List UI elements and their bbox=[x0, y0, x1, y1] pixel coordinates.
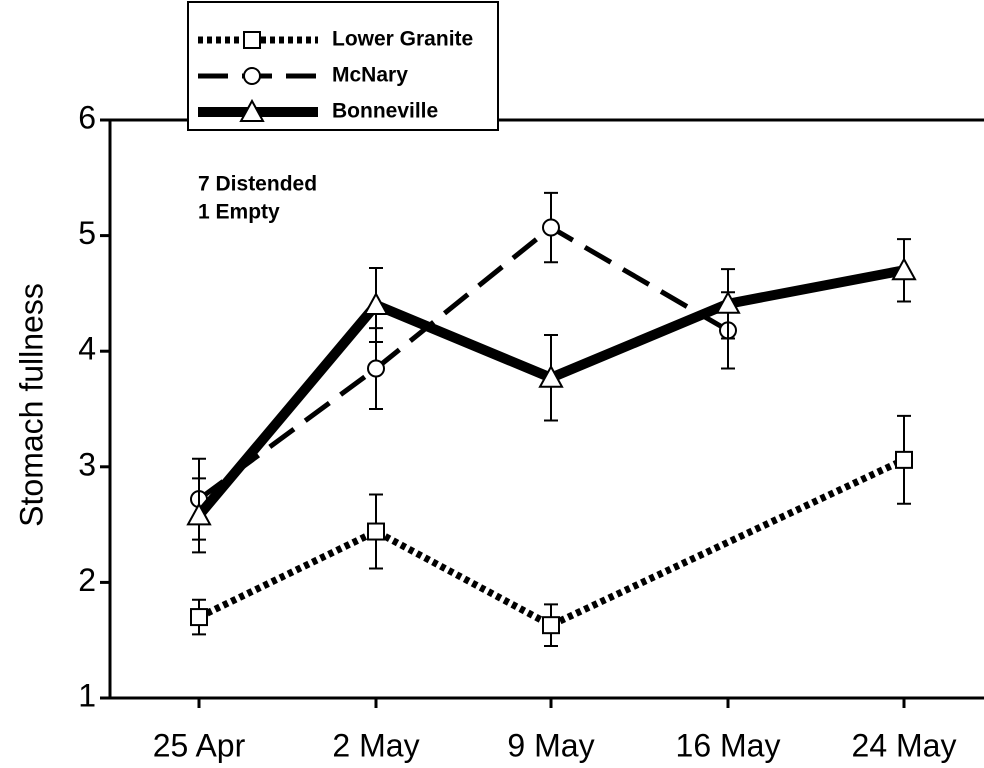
legend-label: Bonneville bbox=[332, 100, 438, 123]
x-tick-label: 16 May bbox=[676, 727, 781, 763]
marker bbox=[538, 364, 564, 388]
series-line bbox=[197, 224, 730, 502]
marker bbox=[367, 522, 385, 541]
marker bbox=[363, 291, 389, 315]
y-tick-label: 5 bbox=[78, 215, 96, 251]
legend: Lower Granite McNary Bonneville bbox=[187, 1, 499, 131]
series-line bbox=[197, 456, 906, 630]
annotation: 7 Distended bbox=[198, 173, 317, 196]
annotation: 1 Empty bbox=[198, 201, 280, 224]
marker bbox=[243, 67, 261, 85]
marker bbox=[542, 218, 560, 237]
legend-label: Lower Granite bbox=[332, 28, 473, 51]
marker bbox=[243, 31, 261, 49]
x-tick-label: 2 May bbox=[332, 727, 419, 763]
x-tick-label: 24 May bbox=[852, 727, 957, 763]
marker bbox=[715, 290, 741, 314]
y-tick-label: 6 bbox=[78, 99, 96, 135]
y-axis-label: Stomach fullness bbox=[13, 283, 49, 527]
marker bbox=[895, 450, 913, 469]
marker bbox=[367, 359, 385, 378]
y-tick-label: 3 bbox=[78, 446, 96, 482]
axis-frame bbox=[108, 118, 984, 700]
y-tick-label: 2 bbox=[78, 562, 96, 598]
y-tick-label: 1 bbox=[78, 677, 96, 713]
marker bbox=[190, 608, 208, 627]
x-tick-label: 9 May bbox=[507, 727, 594, 763]
marker bbox=[186, 502, 212, 526]
legend-label: McNary bbox=[332, 64, 408, 87]
marker bbox=[239, 98, 265, 122]
y-tick-label: 4 bbox=[78, 331, 96, 367]
marker bbox=[542, 616, 560, 635]
x-tick-label: 25 Apr bbox=[153, 727, 246, 763]
marker bbox=[891, 257, 917, 281]
